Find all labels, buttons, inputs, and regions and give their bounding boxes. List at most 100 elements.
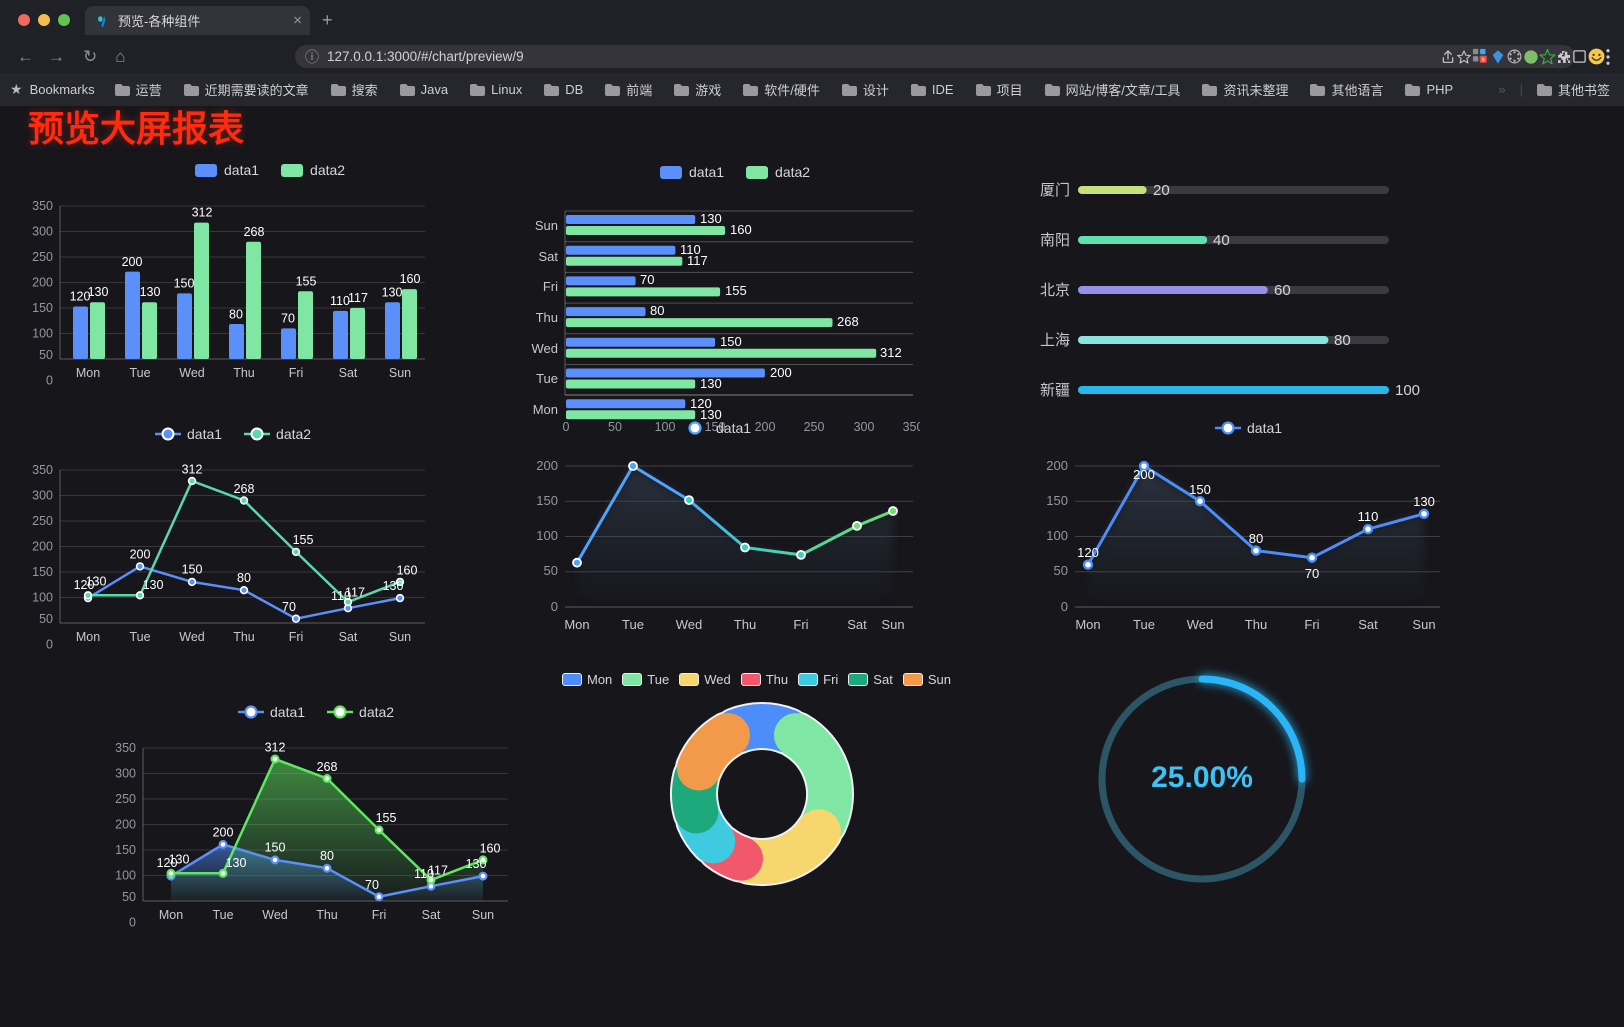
svg-text:50: 50 bbox=[122, 890, 136, 904]
svg-text:312: 312 bbox=[265, 740, 286, 754]
svg-text:Fri: Fri bbox=[1304, 617, 1319, 632]
svg-text:南阳: 南阳 bbox=[1040, 232, 1070, 249]
svg-text:Fri: Fri bbox=[372, 908, 387, 922]
svg-text:150: 150 bbox=[32, 301, 53, 315]
svg-text:Wed: Wed bbox=[676, 617, 703, 632]
svg-text:50: 50 bbox=[39, 348, 53, 362]
svg-text:312: 312 bbox=[880, 345, 902, 360]
svg-text:9: 9 bbox=[1481, 57, 1484, 63]
svg-text:80: 80 bbox=[320, 849, 334, 863]
svg-text:新疆: 新疆 bbox=[1040, 382, 1070, 399]
svg-text:Wed: Wed bbox=[179, 630, 205, 644]
svg-text:Tue: Tue bbox=[1133, 617, 1155, 632]
svg-text:Sun: Sun bbox=[389, 630, 411, 644]
svg-text:0: 0 bbox=[129, 916, 136, 930]
svg-text:Thu: Thu bbox=[316, 908, 338, 922]
svg-text:Thu: Thu bbox=[233, 630, 255, 644]
svg-text:Tue: Tue bbox=[129, 630, 150, 644]
svg-text:150: 150 bbox=[182, 563, 203, 577]
svg-text:70: 70 bbox=[640, 272, 654, 287]
svg-text:200: 200 bbox=[32, 276, 53, 290]
svg-text:50: 50 bbox=[1054, 563, 1068, 578]
svg-text:0: 0 bbox=[46, 638, 53, 652]
svg-text:Sat: Sat bbox=[339, 366, 358, 380]
svg-text:150: 150 bbox=[115, 843, 136, 857]
svg-text:Mon: Mon bbox=[159, 908, 183, 922]
svg-text:100: 100 bbox=[32, 327, 53, 341]
svg-text:150: 150 bbox=[32, 565, 53, 579]
svg-text:160: 160 bbox=[480, 842, 501, 856]
svg-text:60: 60 bbox=[1274, 282, 1291, 299]
svg-text:北京: 北京 bbox=[1040, 282, 1070, 299]
svg-text:Sat: Sat bbox=[847, 617, 867, 632]
svg-text:300: 300 bbox=[32, 489, 53, 503]
svg-text:130: 130 bbox=[1413, 494, 1435, 509]
svg-text:Fri: Fri bbox=[289, 366, 304, 380]
svg-text:上海: 上海 bbox=[1040, 332, 1070, 349]
svg-text:117: 117 bbox=[687, 253, 708, 268]
svg-text:0: 0 bbox=[1061, 599, 1068, 614]
svg-text:70: 70 bbox=[365, 878, 379, 892]
svg-text:Sun: Sun bbox=[472, 908, 494, 922]
svg-text:200: 200 bbox=[1133, 467, 1155, 482]
svg-text:268: 268 bbox=[837, 314, 859, 329]
svg-text:100: 100 bbox=[115, 869, 136, 883]
svg-text:150: 150 bbox=[1046, 493, 1068, 508]
svg-text:117: 117 bbox=[345, 586, 365, 600]
svg-text:200: 200 bbox=[32, 540, 53, 554]
svg-text:Mon: Mon bbox=[1075, 617, 1100, 632]
svg-text:100: 100 bbox=[1395, 382, 1420, 399]
svg-text:130: 130 bbox=[143, 578, 164, 592]
svg-text:Fri: Fri bbox=[543, 279, 558, 294]
svg-text:130: 130 bbox=[700, 211, 722, 226]
svg-text:150: 150 bbox=[1189, 482, 1211, 497]
svg-text:70: 70 bbox=[1305, 566, 1319, 581]
svg-text:155: 155 bbox=[296, 275, 317, 289]
svg-text:50: 50 bbox=[39, 612, 53, 626]
svg-text:Sun: Sun bbox=[389, 366, 411, 380]
svg-text:Tue: Tue bbox=[129, 366, 150, 380]
svg-text:268: 268 bbox=[234, 482, 255, 496]
svg-text:200: 200 bbox=[213, 825, 234, 839]
svg-text:Sun: Sun bbox=[881, 617, 904, 632]
svg-text:Sat: Sat bbox=[422, 908, 441, 922]
svg-text:130: 130 bbox=[382, 286, 403, 300]
svg-text:350: 350 bbox=[115, 741, 136, 755]
svg-text:80: 80 bbox=[229, 308, 243, 322]
svg-text:Wed: Wed bbox=[179, 366, 205, 380]
svg-text:200: 200 bbox=[130, 547, 151, 561]
svg-text:Sat: Sat bbox=[1358, 617, 1378, 632]
svg-text:0: 0 bbox=[46, 374, 53, 388]
svg-text:Wed: Wed bbox=[1187, 617, 1214, 632]
svg-text:250: 250 bbox=[32, 250, 53, 264]
svg-text:268: 268 bbox=[317, 760, 338, 774]
svg-text:200: 200 bbox=[1046, 458, 1068, 473]
svg-text:Thu: Thu bbox=[1245, 617, 1267, 632]
svg-text:120: 120 bbox=[1077, 545, 1099, 560]
svg-text:200: 200 bbox=[122, 255, 143, 269]
svg-text:Mon: Mon bbox=[76, 630, 100, 644]
svg-text:200: 200 bbox=[770, 365, 792, 380]
svg-text:150: 150 bbox=[720, 334, 742, 349]
svg-text:350: 350 bbox=[32, 463, 53, 477]
svg-text:Fri: Fri bbox=[289, 630, 304, 644]
svg-text:117: 117 bbox=[428, 864, 448, 878]
svg-text:300: 300 bbox=[115, 767, 136, 781]
svg-text:80: 80 bbox=[237, 571, 251, 585]
svg-text:Wed: Wed bbox=[262, 908, 288, 922]
svg-text:130: 130 bbox=[383, 579, 404, 593]
svg-text:150: 150 bbox=[536, 493, 558, 508]
svg-text:312: 312 bbox=[192, 206, 213, 220]
svg-text:50: 50 bbox=[544, 563, 558, 578]
svg-text:155: 155 bbox=[725, 283, 747, 298]
svg-text:80: 80 bbox=[1334, 332, 1351, 349]
svg-text:80: 80 bbox=[1249, 531, 1263, 546]
svg-text:130: 130 bbox=[169, 853, 190, 867]
svg-text:300: 300 bbox=[32, 225, 53, 239]
svg-text:Sat: Sat bbox=[339, 630, 358, 644]
svg-text:350: 350 bbox=[32, 199, 53, 213]
svg-text:110: 110 bbox=[1358, 509, 1379, 524]
svg-text:Wed: Wed bbox=[532, 341, 559, 356]
svg-text:130: 130 bbox=[466, 857, 487, 871]
svg-text:Mon: Mon bbox=[564, 617, 589, 632]
